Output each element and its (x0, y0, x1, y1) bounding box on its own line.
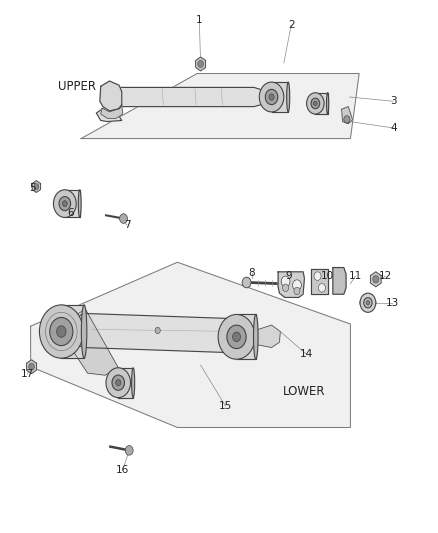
Circle shape (314, 101, 317, 106)
Circle shape (106, 368, 131, 398)
Circle shape (307, 93, 324, 114)
Text: LOWER: LOWER (283, 385, 326, 398)
Circle shape (63, 201, 67, 206)
Polygon shape (196, 57, 205, 71)
Polygon shape (32, 181, 41, 192)
Polygon shape (118, 368, 133, 398)
Circle shape (366, 301, 370, 305)
Text: 10: 10 (321, 271, 334, 281)
Text: 15: 15 (219, 401, 232, 411)
Circle shape (39, 305, 83, 358)
Circle shape (281, 276, 290, 287)
Polygon shape (315, 93, 328, 114)
Text: 17: 17 (21, 369, 34, 379)
Circle shape (120, 214, 127, 223)
Circle shape (233, 332, 240, 342)
Ellipse shape (254, 314, 258, 359)
Circle shape (360, 293, 376, 312)
Polygon shape (272, 82, 288, 112)
Ellipse shape (78, 190, 81, 217)
Circle shape (53, 190, 76, 217)
Circle shape (59, 197, 71, 211)
Polygon shape (255, 325, 280, 348)
Circle shape (50, 318, 73, 345)
Polygon shape (237, 314, 256, 359)
Text: 11: 11 (349, 271, 362, 281)
Circle shape (242, 277, 251, 288)
Circle shape (198, 60, 203, 68)
Circle shape (269, 94, 274, 100)
Polygon shape (101, 104, 123, 118)
Text: 4: 4 (390, 123, 397, 133)
Polygon shape (371, 272, 381, 287)
Circle shape (34, 183, 39, 189)
Text: 9: 9 (286, 271, 293, 281)
Text: 5: 5 (29, 183, 36, 192)
Text: 6: 6 (67, 208, 74, 218)
Circle shape (57, 326, 66, 337)
Polygon shape (100, 81, 122, 111)
Circle shape (227, 325, 246, 349)
Polygon shape (278, 272, 304, 297)
Text: 1: 1 (196, 15, 203, 25)
Text: 12: 12 (379, 271, 392, 281)
Ellipse shape (132, 368, 135, 398)
Circle shape (116, 379, 121, 386)
Polygon shape (333, 268, 346, 294)
Text: 14: 14 (300, 350, 313, 359)
Circle shape (112, 375, 124, 390)
Polygon shape (81, 74, 359, 139)
Ellipse shape (326, 93, 328, 114)
Circle shape (318, 284, 325, 292)
Text: UPPER: UPPER (58, 80, 95, 93)
Circle shape (125, 446, 133, 455)
Text: 3: 3 (390, 96, 397, 106)
Polygon shape (96, 87, 269, 122)
Polygon shape (65, 190, 80, 217)
Circle shape (293, 280, 301, 290)
Polygon shape (66, 313, 255, 353)
Circle shape (283, 284, 289, 292)
Polygon shape (311, 269, 328, 294)
Ellipse shape (81, 305, 87, 358)
Text: 2: 2 (288, 20, 295, 30)
Polygon shape (27, 360, 36, 374)
Circle shape (259, 82, 284, 112)
Circle shape (265, 90, 278, 104)
Circle shape (28, 364, 34, 370)
Circle shape (344, 116, 350, 123)
Text: 16: 16 (116, 465, 129, 475)
Polygon shape (342, 107, 353, 124)
Circle shape (314, 272, 321, 280)
Ellipse shape (286, 82, 290, 112)
Polygon shape (247, 278, 250, 287)
Circle shape (294, 287, 300, 295)
Text: 13: 13 (385, 298, 399, 308)
Polygon shape (68, 309, 118, 375)
Circle shape (218, 314, 255, 359)
Circle shape (155, 327, 160, 334)
Circle shape (373, 276, 379, 283)
Circle shape (311, 98, 320, 109)
Circle shape (364, 297, 372, 308)
Text: 8: 8 (248, 268, 255, 278)
Polygon shape (61, 305, 84, 358)
Polygon shape (31, 262, 350, 427)
Ellipse shape (360, 298, 376, 308)
Text: 7: 7 (124, 220, 131, 230)
